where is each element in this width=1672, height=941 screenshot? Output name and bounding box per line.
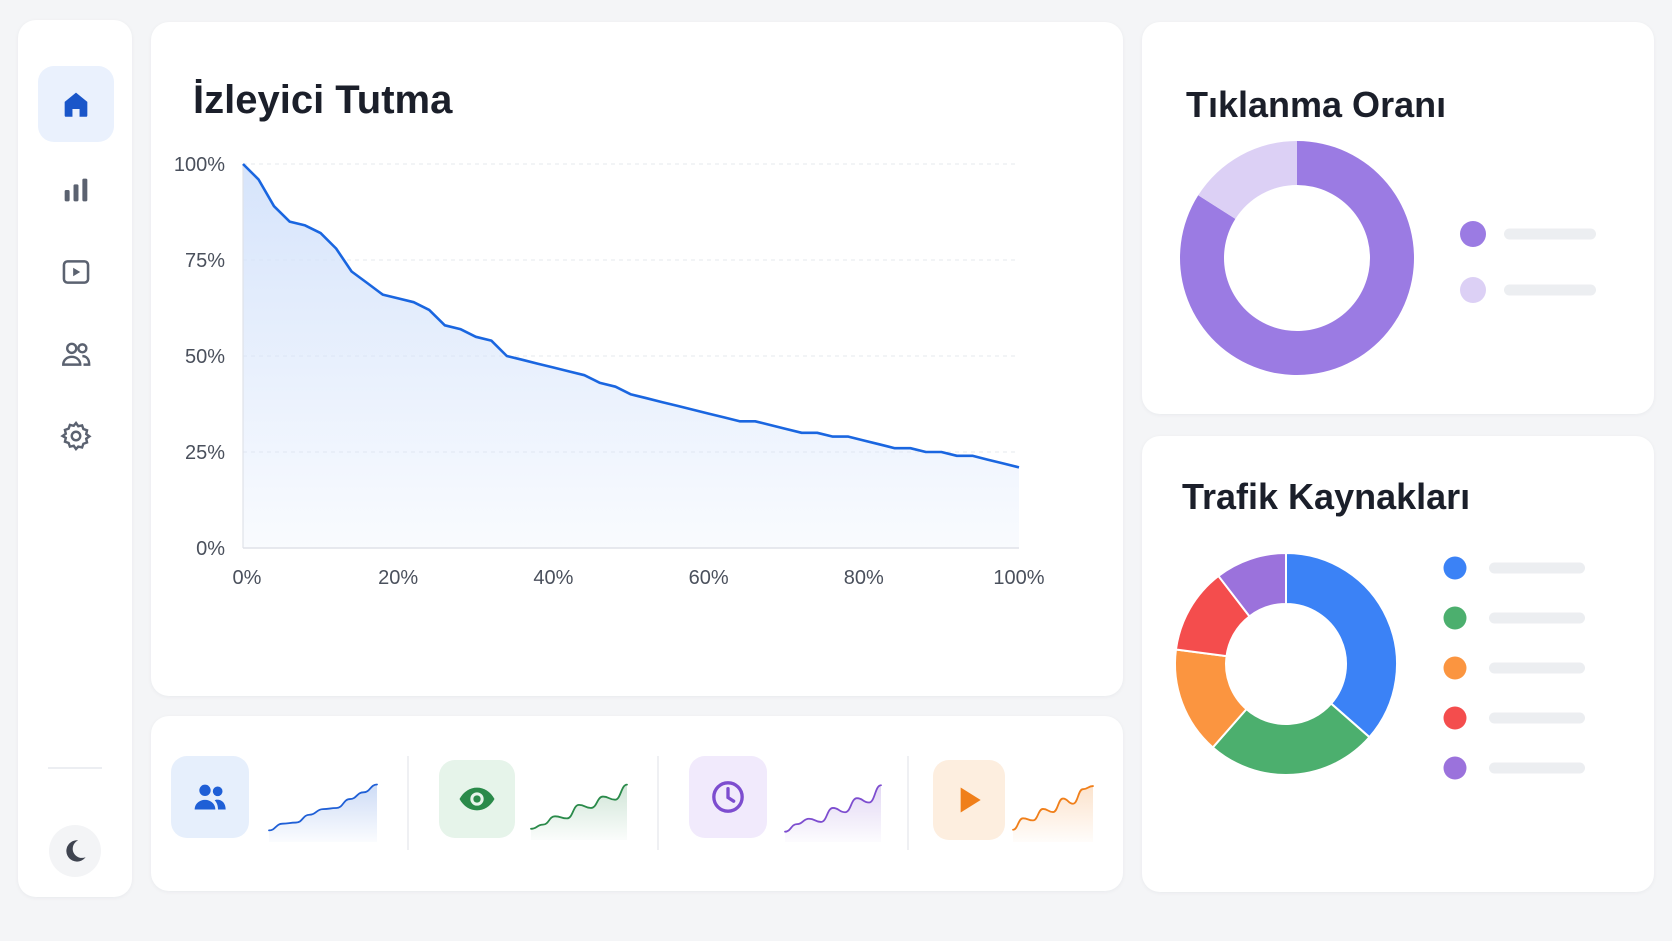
y-tick-label: 50% [185,346,225,368]
sparkline-line [1012,785,1094,831]
x-tick-label: 0% [233,567,262,589]
donut-slice [1217,551,1287,618]
play-icon [960,787,981,813]
legend-label-placeholder [1489,712,1585,724]
moon-icon [66,840,86,862]
legend-label-placeholder [1489,562,1585,574]
traffic-title: Trafik Kaynakları [1182,476,1471,517]
sidebar [18,20,132,897]
stat-divider [657,756,659,850]
legend-label-placeholder [1504,284,1596,296]
home-icon [64,92,88,117]
nav-audience[interactable] [38,316,114,392]
theme-toggle-button[interactable] [49,825,101,877]
plays-sparkline [1012,785,1094,842]
ctr-card: Tıklanma Oranı [1142,22,1654,414]
users-icon [194,784,226,810]
legend-dot [1460,277,1486,303]
audience-sparkline [268,783,378,842]
users-icon [62,342,91,366]
retention-title: İzleyici Tutma [193,78,453,122]
donut-slice [1198,141,1297,219]
y-tick-label: 25% [185,442,225,464]
retention-area [243,164,1019,548]
x-tick-label: 100% [993,567,1044,589]
nav-videos[interactable] [38,234,114,310]
ctr-donut-chart [1180,141,1596,375]
legend-dot [1443,656,1467,680]
eye-icon [459,787,495,811]
sidebar-divider [48,767,102,769]
sparkline-area [269,784,377,842]
clock-icon [712,781,744,813]
legend-dot [1460,221,1486,247]
y-tick-label: 0% [196,538,225,560]
donut-slice [1180,141,1414,375]
sparkline-line [268,783,378,832]
legend-dot [1443,556,1467,580]
sparkline-line [530,783,628,830]
legend-dot [1443,706,1467,730]
x-tick-label: 20% [378,567,418,589]
x-tick-label: 40% [533,567,573,589]
watch-time-stat-button[interactable] [689,756,767,838]
sparkline-area [785,785,881,842]
legend-label-placeholder [1489,612,1585,624]
stat-divider [907,756,909,850]
legend-label-placeholder [1504,228,1596,240]
bar-chart-icon [64,178,88,202]
gear-icon [60,420,92,451]
nav-home[interactable] [38,66,114,142]
retention-card: İzleyici Tutma 100% 75% 50% 25% 0% 0% 20% 40% 60… [151,22,1123,696]
traffic-card: Trafik Kaynakları [1142,436,1654,892]
traffic-donut-chart [1174,551,1585,780]
watch-time-sparkline [784,784,882,842]
views-stat-button[interactable] [439,760,515,838]
legend-dot [1443,756,1467,780]
legend-label-placeholder [1489,762,1585,774]
nav-settings[interactable] [38,398,114,474]
retention-chart: 100% 75% 50% 25% 0% 0% 20% 40% 60% 80% 100% [174,154,1045,589]
legend-dot [1443,606,1467,630]
stats-strip [151,716,1123,891]
donut-slice [1285,551,1398,739]
donut-slice [1211,702,1371,776]
video-icon [62,260,90,284]
views-sparkline [530,783,628,840]
y-tick-label: 100% [174,154,225,176]
legend-label-placeholder [1489,662,1585,674]
nav-analytics[interactable] [38,152,114,228]
retention-line [242,163,1020,469]
ctr-title: Tıklanma Oranı [1186,84,1447,125]
sparkline-line [784,784,882,833]
x-tick-label: 80% [844,567,884,589]
sparkline-area [1013,786,1093,842]
y-tick-label: 75% [185,250,225,272]
x-tick-label: 60% [689,567,729,589]
sparkline-area [531,784,627,840]
stat-divider [407,756,409,850]
plays-stat-button[interactable] [933,760,1005,840]
audience-stat-button[interactable] [171,756,249,838]
